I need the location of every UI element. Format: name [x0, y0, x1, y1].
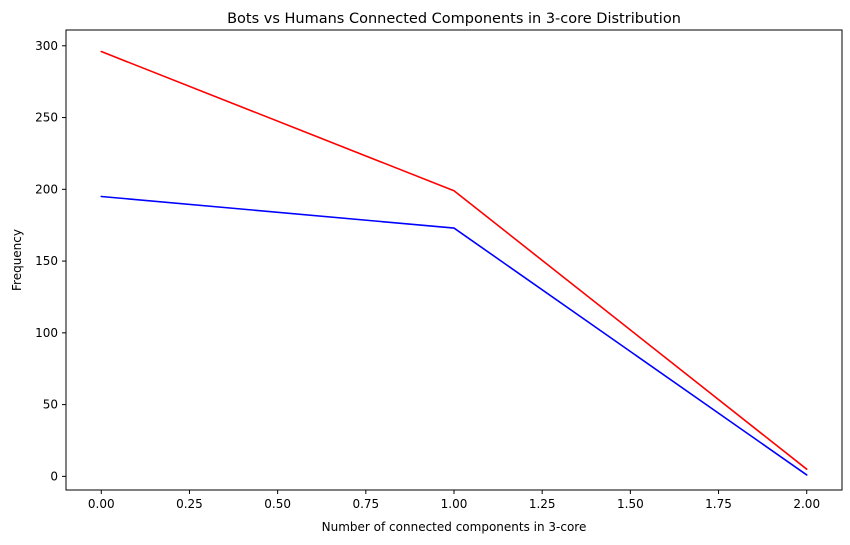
y-tick-label: 200 — [35, 182, 58, 196]
x-tick-label: 0.75 — [352, 497, 379, 511]
y-axis: 0 50 100 150 200 250 300 — [35, 39, 66, 483]
series-line-red — [100, 50, 808, 470]
x-tick-label: 0.50 — [264, 497, 291, 511]
x-tick-label: 0.25 — [176, 497, 203, 511]
y-tick-label: 50 — [43, 398, 58, 412]
x-axis: 0.00 0.25 0.50 0.75 1.00 1.25 1.50 1.75 2.00 — [88, 490, 820, 511]
y-tick-label: 150 — [35, 254, 58, 268]
series-line-blue — [100, 195, 808, 476]
x-axis-label: Number of connected components in 3-core — [322, 520, 587, 534]
y-tick-label: 0 — [50, 469, 58, 483]
y-tick-label: 300 — [35, 39, 58, 53]
chart-title: Bots vs Humans Connected Components in 3… — [227, 11, 681, 27]
x-tick-label: 0.00 — [88, 497, 115, 511]
x-tick-label: 1.25 — [529, 497, 556, 511]
y-tick-label: 250 — [35, 111, 58, 125]
plot-frame — [65, 29, 843, 491]
x-tick-label: 1.75 — [705, 497, 732, 511]
x-tick-label: 2.00 — [793, 497, 820, 511]
series-layer — [100, 50, 808, 476]
x-tick-label: 1.50 — [617, 497, 644, 511]
y-axis-label: Frequency — [10, 229, 24, 291]
y-tick-label: 100 — [35, 326, 58, 340]
x-tick-label: 1.00 — [441, 497, 468, 511]
